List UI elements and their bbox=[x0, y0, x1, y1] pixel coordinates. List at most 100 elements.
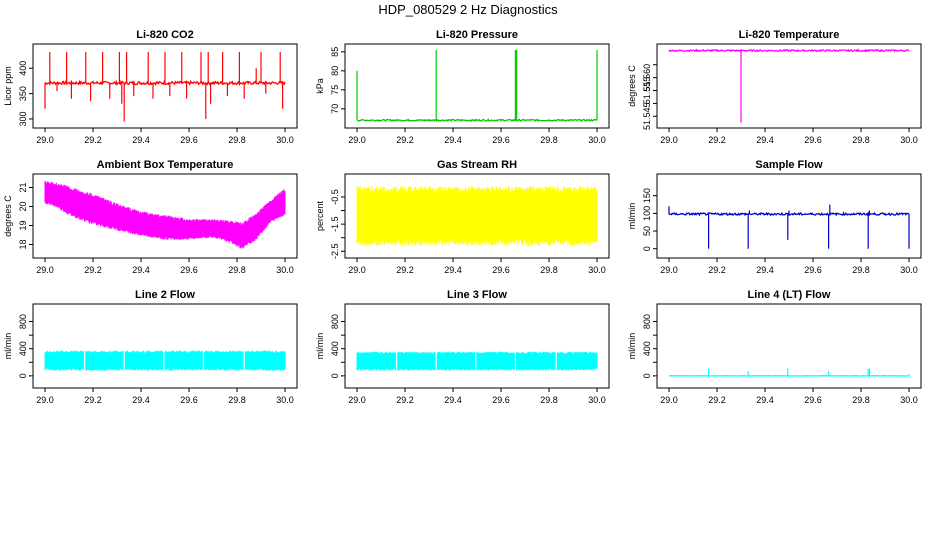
x-tick-label: 29.2 bbox=[396, 265, 414, 275]
y-axis-label: degrees C bbox=[627, 65, 637, 107]
chart-title: Li-820 Temperature bbox=[739, 29, 840, 41]
chart-panel-6: Sample Flow 29.0 29.2 29.4 29.6 29.8 30.0 0 50 10… bbox=[627, 159, 922, 275]
x-tick-label: 29.8 bbox=[540, 395, 558, 405]
y-tick-label: 300 bbox=[18, 111, 28, 126]
series-band bbox=[44, 350, 286, 371]
plot-frame bbox=[32, 43, 298, 129]
x-tick-label: 29.8 bbox=[540, 135, 558, 145]
plot-frame bbox=[344, 43, 610, 129]
chart-panel-4: Ambient Box Temperature 29.0 29.2 29.4 29.6 2… bbox=[3, 159, 298, 275]
x-tick-label: 29.6 bbox=[492, 395, 510, 405]
x-tick-label: 29.8 bbox=[852, 135, 870, 145]
y-tick-label: 800 bbox=[642, 314, 652, 329]
series-band bbox=[44, 181, 286, 249]
x-tick-label: 30.0 bbox=[276, 265, 294, 275]
x-tick-label: 29.8 bbox=[228, 265, 246, 275]
y-tick-label: 350 bbox=[18, 86, 28, 101]
x-tick-label: 29.4 bbox=[132, 135, 150, 145]
x-tick-label: 30.0 bbox=[588, 135, 606, 145]
y-tick-label: 400 bbox=[642, 341, 652, 356]
y-tick-label: -2.5 bbox=[330, 244, 340, 260]
y-tick-label: 20 bbox=[18, 201, 28, 211]
y-axis-label: degrees C bbox=[3, 195, 13, 237]
data-layer bbox=[668, 204, 910, 249]
chart-panel-3: Li-820 Temperature 29.0 29.2 29.4 29.6 29.8 30… bbox=[627, 29, 922, 145]
x-tick-label: 29.2 bbox=[396, 135, 414, 145]
plot-frame bbox=[656, 303, 922, 389]
data-layer bbox=[356, 186, 598, 246]
y-tick-label: 70 bbox=[330, 104, 340, 114]
figure-title: HDP_080529 2 Hz Diagnostics bbox=[378, 2, 558, 17]
x-tick-label: 30.0 bbox=[900, 265, 918, 275]
x-tick-label: 29.4 bbox=[756, 135, 774, 145]
y-tick-label: 51.545 bbox=[642, 103, 652, 131]
x-tick-label: 29.2 bbox=[708, 395, 726, 405]
plot-frame bbox=[656, 173, 922, 259]
chart-panel-9: Line 4 (LT) Flow 29.0 29.2 29.4 29.6 29.8 30.0… bbox=[627, 289, 922, 405]
x-tick-label: 30.0 bbox=[900, 135, 918, 145]
x-tick-label: 29.6 bbox=[804, 265, 822, 275]
x-tick-label: 29.6 bbox=[804, 135, 822, 145]
y-tick-label: 19 bbox=[18, 220, 28, 230]
y-tick-label: 0 bbox=[18, 373, 28, 378]
x-tick-label: 29.4 bbox=[132, 395, 150, 405]
x-tick-label: 29.0 bbox=[36, 395, 54, 405]
x-tick-label: 30.0 bbox=[276, 395, 294, 405]
x-tick-label: 29.2 bbox=[84, 265, 102, 275]
y-tick-label: 0 bbox=[642, 373, 652, 378]
x-tick-label: 29.6 bbox=[492, 135, 510, 145]
x-tick-label: 29.0 bbox=[36, 265, 54, 275]
data-layer bbox=[44, 349, 286, 372]
x-tick-label: 29.8 bbox=[852, 265, 870, 275]
x-tick-label: 29.4 bbox=[444, 135, 462, 145]
x-tick-label: 29.2 bbox=[84, 395, 102, 405]
chart-panel-1: Li-820 CO2 29.0 29.2 29.4 29.6 29.8 30.0 300 350… bbox=[3, 29, 298, 145]
chart-title: Li-820 CO2 bbox=[136, 29, 193, 41]
chart-title: Line 4 (LT) Flow bbox=[748, 289, 831, 301]
plot-frame bbox=[32, 303, 298, 389]
x-tick-label: 29.4 bbox=[756, 265, 774, 275]
x-tick-label: 29.8 bbox=[228, 135, 246, 145]
y-tick-label: 75 bbox=[330, 85, 340, 95]
y-tick-label: 800 bbox=[330, 314, 340, 329]
chart-panel-2: Li-820 Pressure 29.0 29.2 29.4 29.6 29.8 30.0 7… bbox=[315, 29, 610, 145]
y-tick-label: 150 bbox=[642, 188, 652, 203]
chart-panel-5: Gas Stream RH 29.0 29.2 29.4 29.6 29.8 30.0 -2.… bbox=[315, 159, 610, 275]
panel-grid: Li-820 CO2 29.0 29.2 29.4 29.6 29.8 30.0 300 350… bbox=[3, 29, 922, 405]
x-tick-label: 29.0 bbox=[348, 395, 366, 405]
x-tick-label: 30.0 bbox=[588, 265, 606, 275]
y-tick-label: 85 bbox=[330, 47, 340, 57]
x-tick-label: 30.0 bbox=[276, 135, 294, 145]
x-tick-label: 29.4 bbox=[444, 265, 462, 275]
x-tick-label: 29.0 bbox=[660, 265, 678, 275]
chart-title: Li-820 Pressure bbox=[436, 29, 518, 41]
x-tick-label: 29.0 bbox=[348, 135, 366, 145]
plot-frame bbox=[344, 303, 610, 389]
data-layer bbox=[44, 181, 286, 249]
x-tick-label: 29.0 bbox=[660, 395, 678, 405]
series-line bbox=[44, 79, 286, 87]
chart-title: Sample Flow bbox=[755, 159, 823, 171]
series-line bbox=[668, 211, 910, 217]
x-tick-label: 29.0 bbox=[348, 265, 366, 275]
chart-title: Ambient Box Temperature bbox=[97, 159, 234, 171]
y-tick-label: 0 bbox=[330, 373, 340, 378]
x-tick-label: 29.0 bbox=[660, 135, 678, 145]
data-layer bbox=[356, 350, 598, 372]
x-tick-label: 29.4 bbox=[756, 395, 774, 405]
series-band bbox=[356, 186, 598, 246]
y-tick-label: 18 bbox=[18, 239, 28, 249]
data-layer bbox=[356, 49, 598, 122]
data-layer bbox=[668, 368, 910, 377]
x-tick-label: 29.8 bbox=[540, 265, 558, 275]
chart-panel-7: Line 2 Flow 29.0 29.2 29.4 29.6 29.8 30.0 0 400 8… bbox=[3, 289, 298, 405]
y-tick-label: 800 bbox=[18, 314, 28, 329]
x-tick-label: 30.0 bbox=[900, 395, 918, 405]
chart-title: Line 3 Flow bbox=[447, 289, 507, 301]
y-tick-label: 50 bbox=[642, 226, 652, 236]
y-tick-label: 80 bbox=[330, 66, 340, 76]
series-line bbox=[668, 48, 910, 53]
y-tick-label: 400 bbox=[18, 341, 28, 356]
x-tick-label: 29.2 bbox=[708, 135, 726, 145]
